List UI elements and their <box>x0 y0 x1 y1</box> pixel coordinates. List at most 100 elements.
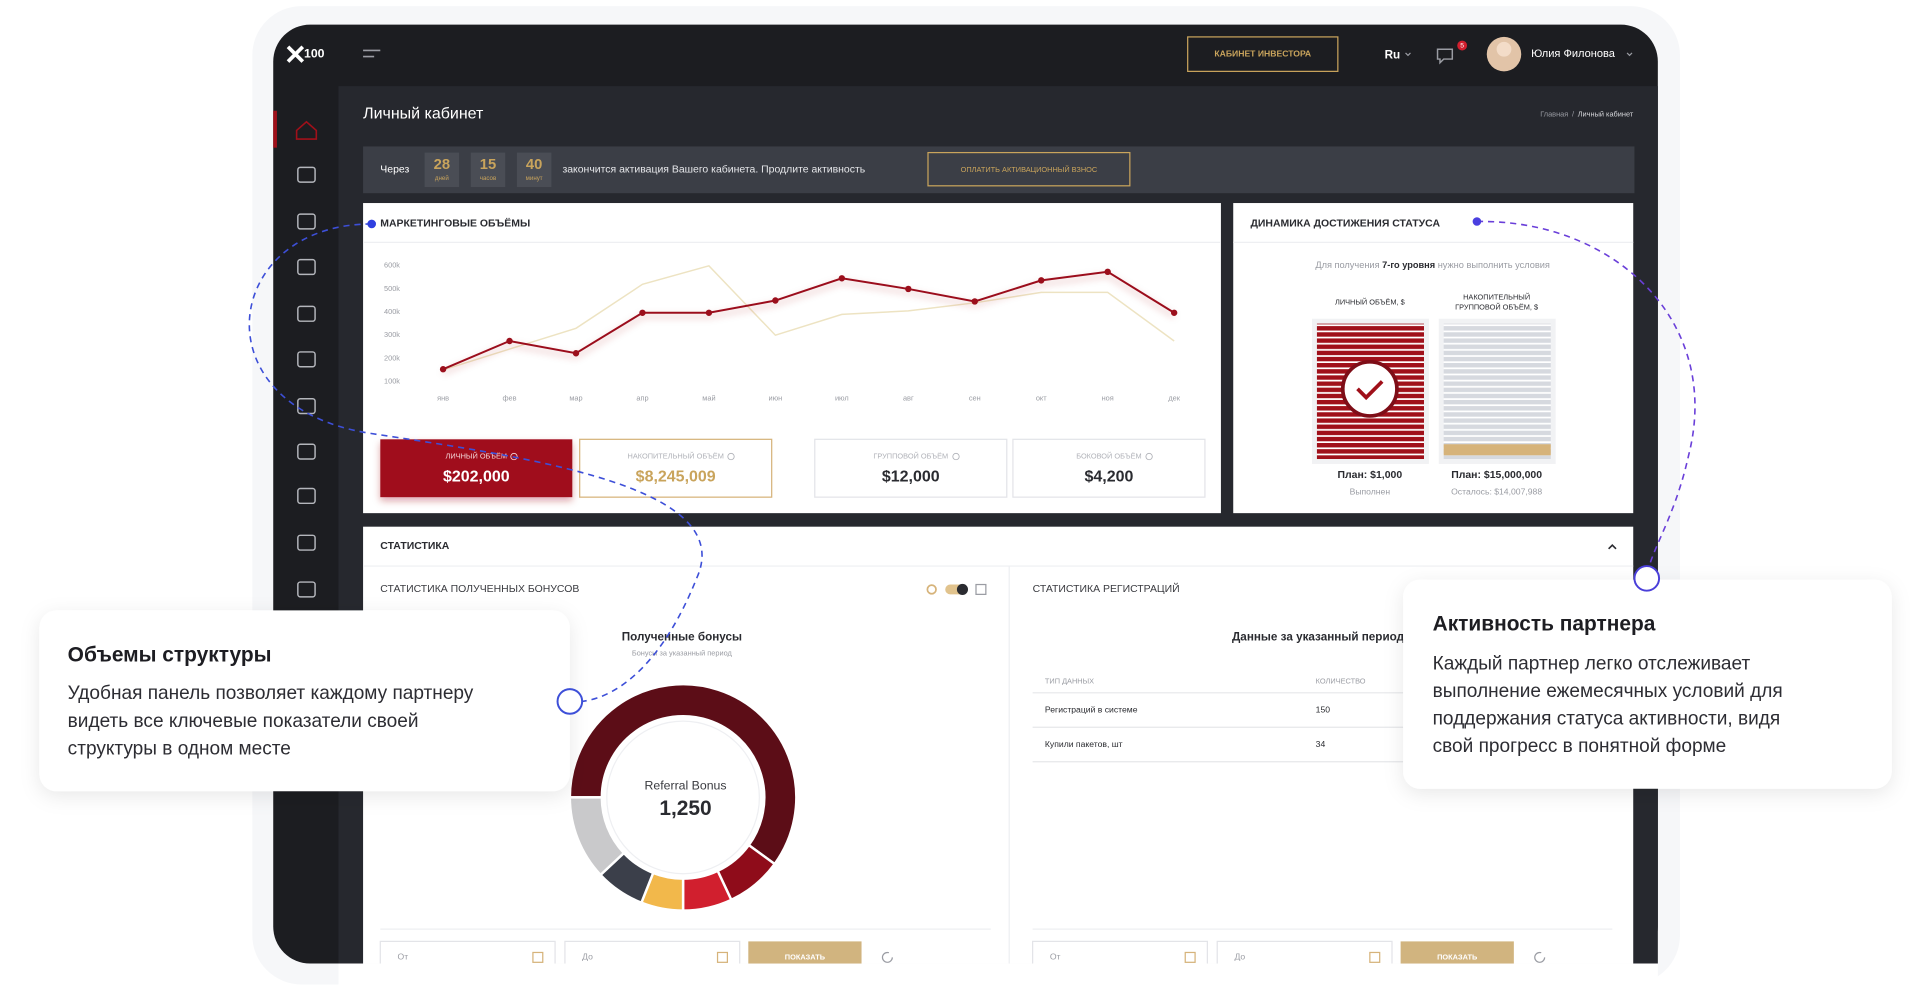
refresh-icon[interactable] <box>881 951 893 963</box>
callout <box>39 610 570 792</box>
toggle-knob <box>956 583 968 595</box>
calendar-icon <box>532 951 544 963</box>
plan-note: Выполнен <box>1350 487 1391 497</box>
info-icon <box>952 452 960 461</box>
chat-icon[interactable] <box>1436 48 1454 65</box>
x-tick-label: апр <box>636 394 648 403</box>
callout-text: Удобная панель позволяет каждому партнер… <box>68 683 474 759</box>
x-tick-label: дек <box>1168 394 1180 403</box>
refresh-icon[interactable] <box>1534 951 1546 963</box>
table-cell: Купили пакетов, шт <box>1045 739 1123 749</box>
nav-icon[interactable] <box>297 213 316 230</box>
pay-button-label: ОПЛАТИТЬ АКТИВАЦИОННЫЙ ВЗНОС <box>961 165 1098 174</box>
date-placeholder: До <box>1234 952 1245 962</box>
volume-value: $202,000 <box>443 469 510 486</box>
callout-line: видеть все ключевые показатели своей <box>68 711 419 732</box>
countdown-prefix: Через <box>380 165 409 176</box>
countdown-unit: часов <box>480 175 496 182</box>
line-chart: 100k 200k 300k 400k 500k 600k янв фев мар апр май и… <box>384 261 1181 403</box>
x-tick-label: окт <box>1036 394 1047 403</box>
plan: План: $15,000,000 <box>1451 470 1542 481</box>
chart-icon[interactable] <box>926 584 937 595</box>
callout-line: свой прогресс в понятной форме <box>1433 736 1727 757</box>
y-tick-label: 500k <box>384 284 400 293</box>
collapse[interactable] <box>1608 544 1617 550</box>
nav-icon[interactable] <box>297 487 316 505</box>
nav-icon[interactable] <box>295 120 318 140</box>
connector-dot <box>367 219 376 229</box>
countdown-box <box>516 152 552 188</box>
card <box>1233 203 1634 514</box>
nav-icon[interactable] <box>297 443 316 460</box>
donut-title: Полученные бонусы <box>622 631 742 644</box>
column-label: ЛИЧНЫЙ ОБЪЁМ, $ <box>1335 298 1405 307</box>
plan-note: Осталось: $14,007,988 <box>1451 487 1542 497</box>
nav-icon[interactable] <box>297 305 316 322</box>
countdown-value: 40 <box>526 157 542 173</box>
chevron <box>1405 52 1411 57</box>
volume-value: $4,200 <box>1084 469 1133 486</box>
point <box>506 337 513 345</box>
point <box>838 275 846 282</box>
volume-value: $8,245,009 <box>636 469 716 486</box>
table-heading: Данные за указанный период <box>1232 631 1405 644</box>
point <box>971 298 978 305</box>
point <box>572 350 580 357</box>
connector-dot <box>1472 217 1482 226</box>
x-tick-label: фев <box>502 394 516 403</box>
badge <box>1457 40 1468 51</box>
nav-icon[interactable] <box>297 581 316 598</box>
calendar-icon <box>716 951 728 963</box>
date-placeholder: До <box>582 952 593 962</box>
sidebar <box>295 120 318 598</box>
subtitle-part: Для получения <box>1315 260 1382 270</box>
crop <box>338 963 1658 998</box>
callout-anchor <box>1633 565 1661 592</box>
date-placeholder: От <box>398 952 409 962</box>
line-series <box>442 270 1175 371</box>
point <box>705 309 713 316</box>
badge-count: 5 <box>1460 43 1464 50</box>
x-tick-label: мар <box>569 394 582 403</box>
x-tick-label: май <box>702 394 715 403</box>
nav-icon[interactable] <box>297 534 316 551</box>
nav-icon[interactable] <box>297 351 316 368</box>
crumb[interactable]: Главная <box>1540 109 1568 118</box>
donut-center-value: 1,250 <box>659 797 711 820</box>
info-icon <box>510 452 518 461</box>
x-tick-label: янв <box>437 394 449 403</box>
table-header: ТИП ДАННЫХ <box>1045 677 1094 686</box>
date-placeholder: От <box>1050 952 1061 962</box>
page-title: Личный кабинет <box>363 106 484 123</box>
info-icon <box>727 452 735 461</box>
investor-button[interactable] <box>1187 36 1339 72</box>
card-title: МАРКЕТИНГОВЫЕ ОБЪЁМЫ <box>380 217 530 230</box>
pay-button[interactable] <box>927 151 1131 187</box>
show-button-label: ПОКАЗАТЬ <box>785 952 826 961</box>
callout-title: Активность партнера <box>1433 613 1656 636</box>
callout <box>1403 579 1892 789</box>
plan: План: $1,000 <box>1338 470 1403 481</box>
nav-icon[interactable] <box>297 258 316 276</box>
donut-segment <box>568 796 626 877</box>
info-icon <box>1145 452 1153 461</box>
language[interactable]: Ru <box>1385 48 1401 61</box>
crumb: Личный кабинет <box>1578 109 1634 118</box>
point <box>1170 309 1178 316</box>
chevron <box>1626 52 1633 57</box>
volume-label: ЛИЧНЫЙ ОБЪЁМ <box>446 451 508 460</box>
table-cell: 150 <box>1316 704 1331 714</box>
table-header: КОЛИЧЕСТВО <box>1316 677 1366 686</box>
point <box>1038 277 1045 284</box>
table-icon[interactable] <box>975 583 987 595</box>
column-label: НАКОПИТЕЛЬНЫЙ <box>1463 293 1530 302</box>
section-title: СТАТИСТИКА ПОЛУЧЕННЫХ БОНУСОВ <box>380 584 579 595</box>
volume-cards: ЛИЧНЫЙ ОБЪЁМ $202,000 НАКОПИТЕЛЬНЫЙ ОБЪЁМ $… <box>380 438 1206 498</box>
user-name[interactable]: Юлия Филонова <box>1531 48 1616 60</box>
check <box>1356 380 1384 401</box>
nav-icon[interactable] <box>297 397 316 415</box>
nav-icon[interactable] <box>297 166 316 183</box>
x-tick-label: ноя <box>1102 394 1114 403</box>
menu-icon[interactable] <box>363 49 381 58</box>
